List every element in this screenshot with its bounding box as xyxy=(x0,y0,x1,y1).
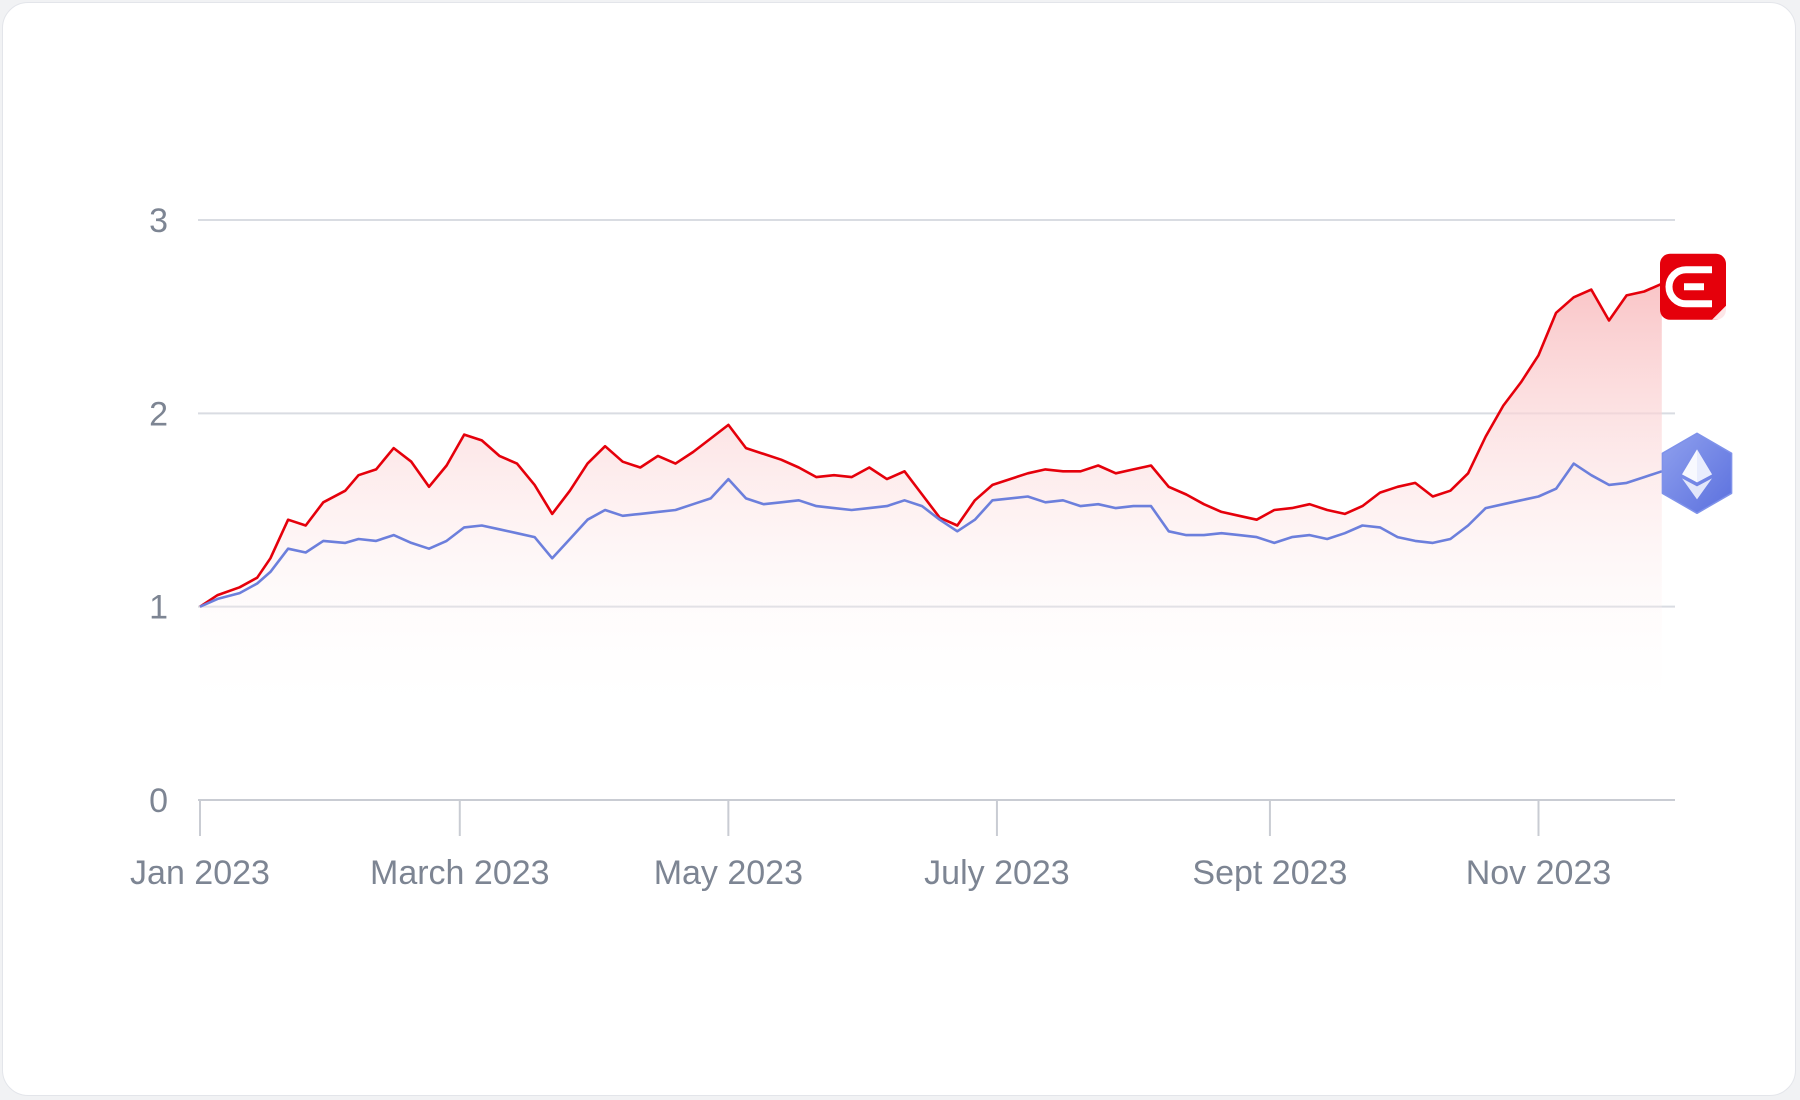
series-area xyxy=(200,283,1662,723)
y-tick-label: 3 xyxy=(149,202,168,240)
series-line xyxy=(199,282,1663,608)
series-line xyxy=(199,462,1663,608)
y-tick-label: 2 xyxy=(149,395,168,433)
brand-logo-outer-stroke xyxy=(1665,266,1712,308)
ethereum-icon xyxy=(1661,432,1733,515)
brand-logo-corner xyxy=(1712,305,1726,320)
series-lines xyxy=(199,282,1663,608)
area-fill xyxy=(200,283,1662,723)
x-tick-label: Nov 2023 xyxy=(1466,854,1612,892)
ethereum-diamond-bottom xyxy=(1682,478,1712,500)
tick-labels: 0 1 2 3 Jan 2023 March 2023 May 2023 July 2023 S… xyxy=(130,202,1611,892)
series-icons xyxy=(1660,253,1733,515)
x-tick-label: July 2023 xyxy=(924,854,1070,892)
x-tick-label: March 2023 xyxy=(370,854,550,892)
x-tick-label: May 2023 xyxy=(654,854,803,892)
y-tick-label: 0 xyxy=(149,782,168,820)
brand-logo-icon xyxy=(1660,253,1726,320)
ethereum-diamond-shade xyxy=(1697,449,1712,483)
x-axis xyxy=(199,800,1540,836)
x-tick-label: Jan 2023 xyxy=(130,854,270,892)
x-tick-label: Sept 2023 xyxy=(1192,854,1347,892)
y-tick-label: 1 xyxy=(149,589,168,627)
